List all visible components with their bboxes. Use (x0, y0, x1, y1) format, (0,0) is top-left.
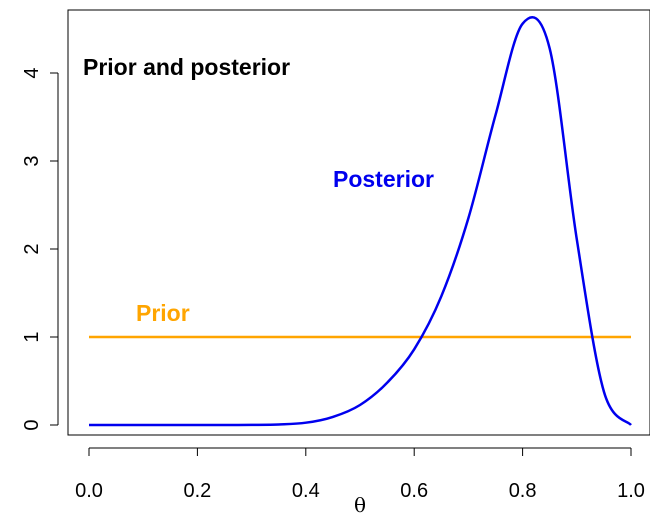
chart-title: Prior and posterior (83, 54, 290, 80)
y-tick-label: 4 (21, 67, 43, 78)
x-tick-label: 0.8 (509, 480, 537, 502)
y-tick-label: 2 (21, 243, 43, 254)
x-tick-label: 0.2 (183, 480, 211, 502)
x-axis: 0.0 0.2 0.4 0.6 0.8 1.0 (75, 447, 645, 502)
x-tick-label: 1.0 (617, 480, 645, 502)
y-tick-label: 3 (21, 155, 43, 166)
y-tick-label: 1 (21, 331, 43, 342)
posterior-line (88, 16, 632, 427)
plot-frame (67, 9, 650, 436)
x-tick-label: 0.6 (400, 480, 428, 502)
y-tick-label: 0 (21, 419, 43, 430)
x-axis-label: θ (354, 493, 366, 517)
prior-annotation: Prior (136, 300, 190, 326)
x-tick-label: 0.0 (75, 480, 103, 502)
y-axis: 0 1 2 3 4 (21, 67, 59, 431)
x-tick-label: 0.4 (292, 480, 320, 502)
posterior-annotation: Posterior (333, 166, 434, 192)
